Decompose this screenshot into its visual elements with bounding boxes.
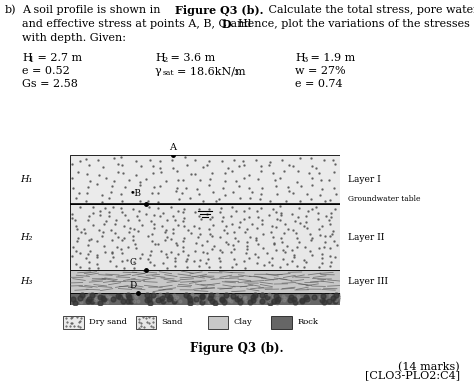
Text: Calculate the total stress, pore water pressure: Calculate the total stress, pore water p… [265,5,474,15]
Text: H: H [295,53,305,63]
Text: e = 0.52: e = 0.52 [22,66,70,76]
Text: H: H [155,53,165,63]
Bar [70,270,340,293]
Text: e = 0.74: e = 0.74 [295,79,343,89]
Text: A: A [169,143,176,152]
Text: H₁: H₁ [20,175,32,184]
Text: H₂: H₂ [20,233,32,242]
Text: = 2.7 m: = 2.7 m [34,53,82,63]
Bar [70,155,340,205]
Text: Layer I: Layer I [348,175,381,184]
Text: b): b) [5,5,17,15]
Text: H₃: H₃ [20,277,32,286]
Text: C: C [129,258,137,267]
Text: Rock: Rock [298,318,319,326]
Bar [70,205,340,270]
Text: 1: 1 [29,56,35,64]
Text: Gs = 2.58: Gs = 2.58 [22,79,78,89]
Text: = 3.6 m: = 3.6 m [167,53,215,63]
Text: Layer II: Layer II [348,233,384,242]
Bar [136,316,156,329]
Text: . Hence, plot the variations of the stresses: . Hence, plot the variations of the stre… [231,19,470,29]
Text: Clay: Clay [234,318,253,326]
Text: = 18.6kN/m: = 18.6kN/m [177,66,246,76]
Text: Sand: Sand [162,318,183,326]
Bar [70,293,340,305]
Text: (14 marks): (14 marks) [398,362,460,372]
Text: 2: 2 [162,56,167,64]
Text: and effective stress at points A, B, C and: and effective stress at points A, B, C a… [22,19,251,29]
Text: Dry sand: Dry sand [90,318,128,326]
Text: Figure Q3 (b).: Figure Q3 (b). [190,342,284,355]
Text: Figure Q3 (b).: Figure Q3 (b). [175,5,264,16]
Text: γ: γ [155,66,162,76]
Bar [208,316,228,329]
Text: Groundwater table: Groundwater table [348,195,420,203]
Text: 3: 3 [302,56,307,64]
Text: [CLO3-PLO2:C4]: [CLO3-PLO2:C4] [365,371,460,381]
Text: A soil profile is shown in: A soil profile is shown in [22,5,164,15]
Text: Layer III: Layer III [348,277,388,286]
Text: sat: sat [163,69,174,77]
Text: D: D [129,281,137,290]
Text: •B: •B [129,189,141,198]
Text: H: H [22,53,32,63]
Text: 3: 3 [233,69,238,77]
Text: D: D [222,19,232,30]
Bar [272,316,292,329]
Text: = 1.9 m: = 1.9 m [307,53,355,63]
Bar [64,316,83,329]
Text: with depth. Given:: with depth. Given: [22,33,126,43]
Text: w = 27%: w = 27% [295,66,346,76]
